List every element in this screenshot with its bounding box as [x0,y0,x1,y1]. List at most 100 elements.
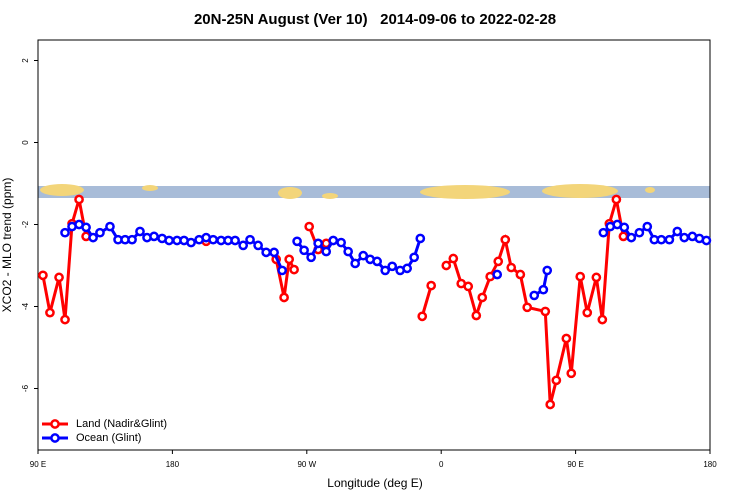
data-point [551,375,562,386]
data-point [277,265,288,276]
data-point [60,314,70,325]
data-point [471,310,482,321]
data-point [545,399,556,410]
series-line [420,285,433,317]
data-point [656,234,667,245]
data-point [591,272,602,283]
data-point [492,269,503,280]
y-axis-label: XCO2 - MLO trend (ppm) [0,178,14,313]
data-point [230,235,240,246]
y-tick-label: 0 [21,140,30,145]
data-point [538,284,549,295]
data-point [426,280,437,291]
data-point [164,235,174,246]
data-point [417,311,428,322]
data-point [500,234,511,245]
data-point [245,234,255,245]
data-point [618,231,629,242]
data-point [54,272,64,283]
data-point [279,292,289,303]
x-tick-label: 90 E [30,460,46,469]
data-point [515,269,526,280]
data-point [372,256,382,267]
data-point [336,237,346,248]
data-point [269,247,279,258]
x-axis-label: Longitude (deg E) [327,476,422,490]
map-strip [38,184,710,199]
data-point [253,240,263,251]
x-tick-label: 90 E [567,460,583,469]
data-point [292,236,302,247]
data-point [387,261,398,272]
x-tick-label: 0 [439,460,444,469]
data-point [135,226,145,237]
data-point [575,271,586,282]
data-point [306,252,316,263]
data-point [149,231,159,242]
data-point [208,234,219,245]
plot-frame [37,39,711,451]
data-point [127,234,137,245]
data-point [540,306,551,317]
y-tick-label: -2 [21,220,30,228]
data-point [186,237,196,248]
data-point [350,258,361,269]
data-point [38,270,48,281]
data-point [672,226,683,237]
data-point [105,221,115,232]
y-tick-label: -6 [21,384,30,392]
data-point [463,281,474,292]
data-point [522,302,533,313]
legend-label: Land (Nadir&Glint) [76,418,167,430]
y-tick-label: -4 [21,302,30,310]
data-point [81,222,91,233]
data-point [561,333,572,344]
y-tick-label: 2 [21,58,30,63]
data-point [597,314,608,325]
data-point [95,227,105,238]
data-point [289,264,299,275]
data-point [299,245,309,256]
data-point [701,235,712,246]
data-point [619,222,630,233]
data-point [679,232,690,243]
data-point [409,252,420,263]
data-point [611,194,622,205]
data-point [664,234,675,245]
data-point [238,240,249,251]
data-point [448,253,459,264]
legend-marker [50,419,60,429]
series-line [445,199,625,405]
legend-label: Ocean (Glint) [76,432,141,444]
legend-marker [50,433,60,443]
data-point [304,221,315,232]
data-point [582,307,593,318]
x-tick-label: 180 [703,460,717,469]
data-point [598,227,609,238]
data-point [74,194,84,205]
data-point [45,307,55,318]
data-point [441,260,452,271]
data-point [634,227,645,238]
data-point [402,263,413,274]
data-point [529,290,540,301]
data-point [566,368,577,379]
data-point [60,227,70,238]
data-point [493,256,504,267]
x-tick-label: 90 W [297,460,316,469]
data-point [415,233,426,244]
data-point [626,232,637,243]
data-point [506,262,517,273]
data-point [284,254,295,265]
series-line [41,199,88,320]
data-point [542,265,553,276]
data-point [477,292,488,303]
data-point [380,265,391,276]
legend: Land (Nadir&Glint) Ocean (Glint) [42,418,167,444]
data-point [358,250,369,261]
data-point [261,247,272,258]
data-point [328,235,339,246]
series-line [274,254,296,298]
data-point [642,221,653,232]
